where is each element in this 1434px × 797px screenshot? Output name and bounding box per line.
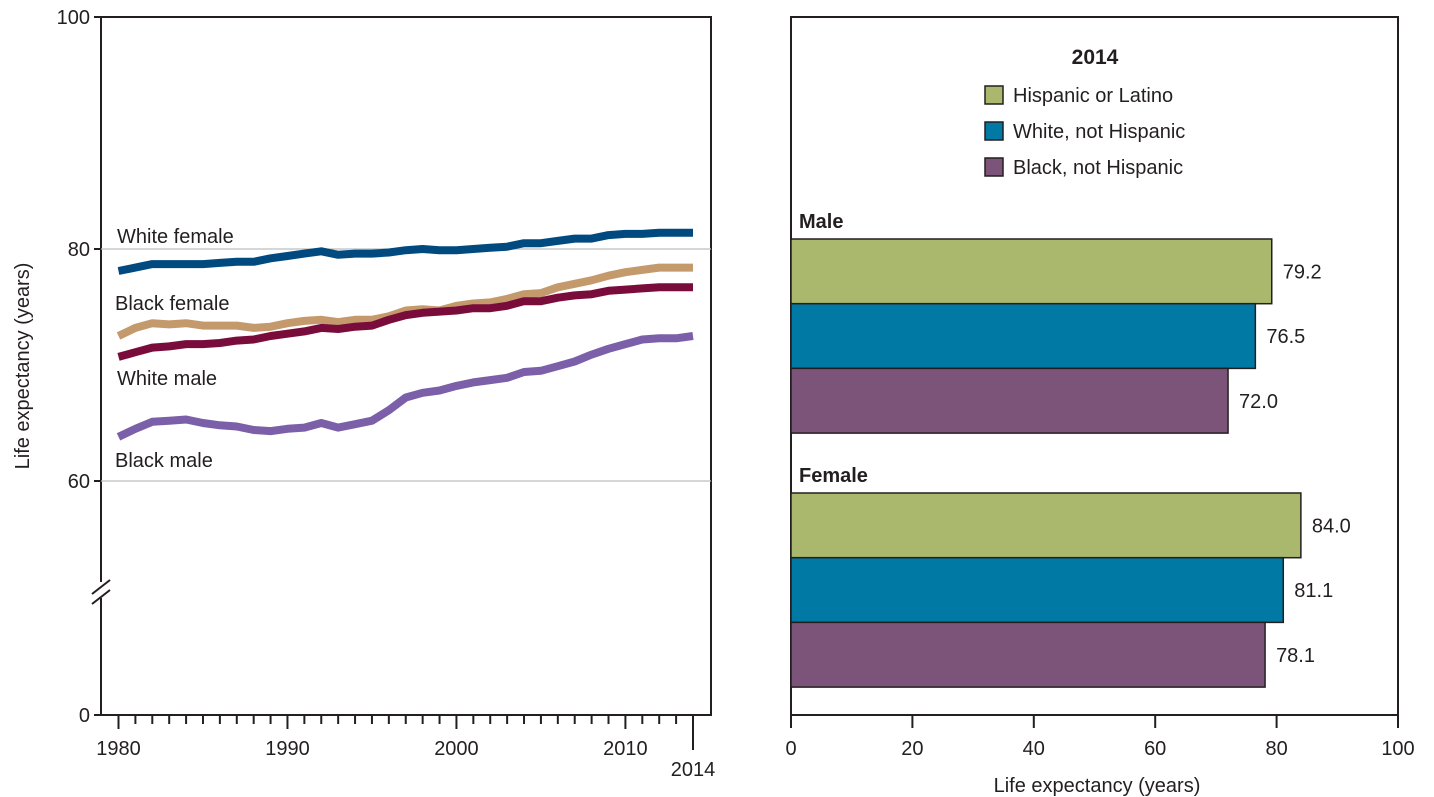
series-line-black-male (116, 332, 694, 441)
series-label-black-female: Black female (115, 293, 230, 315)
bar-x-tick-label-40: 40 (1023, 738, 1045, 760)
line-chart-y-ticks: 0 60 80 100 (57, 7, 101, 727)
series-line-white-female (117, 228, 693, 275)
axis-break-mark-upper (91, 579, 111, 595)
y-tick-label-80: 80 (68, 239, 90, 261)
line-chart-panel: 0 60 80 100 1980 1990 2000 2010 2014 White fema… (12, 7, 715, 781)
bar-chart-x-axis-label: Life expectancy (years) (994, 775, 1201, 797)
bar-x-tick-label-20: 20 (901, 738, 923, 760)
series-line-white-male (117, 283, 693, 361)
line-chart-x-ticks: 1980 1990 2000 2010 2014 (96, 715, 715, 781)
y-tick-label-60: 60 (68, 471, 90, 493)
bar-chart-panel: 2014 Hispanic or Latino White, not Hispan… (785, 16, 1415, 797)
series-label-white-female: White female (117, 226, 234, 248)
bar-female-white-not-hispanic (790, 556, 1285, 624)
bar-x-tick-label-80: 80 (1265, 738, 1287, 760)
x-tick-label-2010: 2010 (603, 738, 648, 760)
legend-label-white-not-hispanic: White, not Hispanic (1013, 121, 1185, 143)
bar-female-hispanic-or-latino (790, 492, 1302, 559)
bar-male-white-not-hispanic (790, 302, 1257, 370)
bar-chart-bars: 79.2 76.5 72.0 84.0 81.1 78.1 (790, 238, 1351, 688)
bar-value-label-male-black-not-hispanic: 72.0 (1239, 391, 1278, 413)
axis-break-mark-lower (91, 589, 111, 605)
group-label-male: Male (799, 211, 843, 233)
y-tick-label-0: 0 (79, 705, 90, 727)
bar-chart-legend: Hispanic or Latino White, not Hispanic Bla… (984, 85, 1185, 179)
bar-x-tick-label-100: 100 (1381, 738, 1414, 760)
bar-chart-group-labels: Male Female (799, 211, 868, 487)
x-tick-label-1990: 1990 (265, 738, 310, 760)
y-axis-break (87, 579, 115, 605)
bar-male-black-not-hispanic (790, 367, 1229, 434)
bar-x-tick-label-0: 0 (785, 738, 796, 760)
line-chart-series (116, 228, 694, 441)
group-label-female: Female (799, 465, 868, 487)
bar-value-label-female-white-not-hispanic: 81.1 (1294, 580, 1333, 602)
series-label-black-male: Black male (115, 450, 213, 472)
bar-value-label-female-black-not-hispanic: 78.1 (1276, 645, 1315, 667)
axis-break-gap (87, 582, 115, 598)
series-line-black-female (116, 263, 693, 340)
series-label-white-male: White male (117, 368, 217, 390)
legend-label-hispanic-or-latino: Hispanic or Latino (1013, 85, 1173, 107)
bar-value-label-female-hispanic-or-latino: 84.0 (1312, 515, 1351, 537)
bar-value-label-male-white-not-hispanic: 76.5 (1266, 326, 1305, 348)
legend-swatch-white-not-hispanic (984, 121, 1004, 141)
x-tick-label-2014: 2014 (671, 759, 716, 781)
bar-female-black-not-hispanic (790, 621, 1266, 688)
x-tick-label-2000: 2000 (434, 738, 479, 760)
line-chart-series-labels: White female Black female White male Bla… (115, 226, 234, 472)
y-tick-label-100: 100 (57, 7, 90, 29)
bar-value-label-male-hispanic-or-latino: 79.2 (1283, 261, 1322, 283)
bar-chart-x-ticks: 0 20 40 60 80 100 (785, 715, 1415, 760)
legend-swatch-black-not-hispanic (984, 157, 1004, 177)
line-chart-frame (100, 16, 712, 716)
legend-label-black-not-hispanic: Black, not Hispanic (1013, 157, 1183, 179)
line-chart-gridlines (101, 248, 711, 482)
bar-male-hispanic-or-latino (790, 238, 1273, 305)
x-tick-label-1980: 1980 (96, 738, 141, 760)
line-chart-y-axis-label: Life expectancy (years) (12, 263, 34, 470)
legend-swatch-hispanic-or-latino (984, 85, 1004, 105)
bar-x-tick-label-60: 60 (1144, 738, 1166, 760)
bar-chart-title: 2014 (1072, 46, 1119, 69)
